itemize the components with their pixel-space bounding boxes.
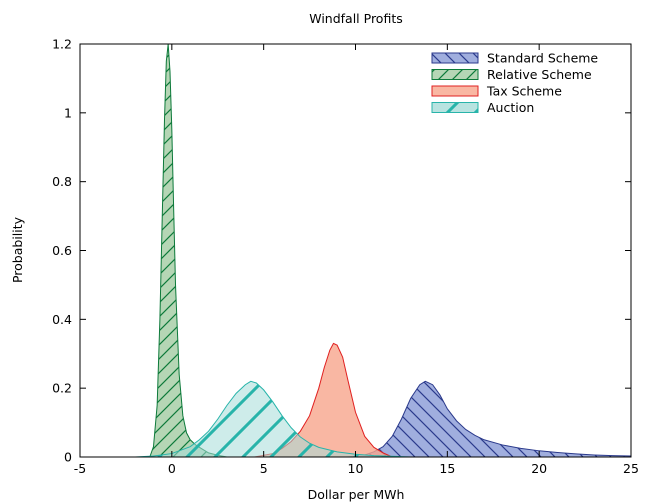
chart-title: Windfall Profits bbox=[309, 11, 403, 26]
y-tick-label: 1 bbox=[64, 105, 72, 120]
area-tax-scheme-fill bbox=[254, 343, 393, 457]
x-tick-label: 20 bbox=[531, 461, 547, 476]
x-tick-label: -5 bbox=[74, 461, 86, 476]
legend-swatch-hatch bbox=[432, 53, 478, 63]
series-relative-scheme bbox=[149, 43, 228, 458]
legend-label: Standard Scheme bbox=[487, 51, 598, 66]
y-tick-label: 0 bbox=[64, 450, 72, 465]
legend-swatch-fill bbox=[432, 86, 478, 96]
area-relative-scheme-hatch bbox=[149, 44, 227, 457]
legend-swatch-outline bbox=[431, 52, 479, 64]
legend-swatch-outline bbox=[431, 102, 479, 113]
legend-item-relative-scheme: Relative Scheme bbox=[431, 67, 592, 82]
series-layer bbox=[135, 43, 632, 458]
legend-label: Auction bbox=[487, 100, 534, 115]
y-tick-label: 0.8 bbox=[52, 174, 72, 189]
legend-swatch-hatch bbox=[432, 69, 478, 80]
area-auction-hatch bbox=[135, 381, 411, 457]
x-tick-label: 25 bbox=[623, 461, 639, 476]
legend-item-auction: Auction bbox=[431, 100, 534, 115]
y-tick-label: 0.6 bbox=[52, 243, 72, 258]
y-tick-label: 0.2 bbox=[52, 381, 72, 396]
legend-item-standard-scheme: Standard Scheme bbox=[431, 51, 598, 66]
area-standard-scheme-outline bbox=[346, 380, 632, 458]
legend-swatch-outline bbox=[431, 69, 479, 80]
legend-label: Tax Scheme bbox=[486, 84, 562, 99]
legend-swatch-outline bbox=[431, 85, 479, 97]
area-standard-scheme-hatch bbox=[346, 381, 631, 457]
y-tick-label: 1.2 bbox=[52, 37, 72, 52]
x-tick-label: 15 bbox=[439, 461, 455, 476]
legend-label: Relative Scheme bbox=[487, 67, 592, 82]
y-axis-ticks: 0 0.2 0.4 0.6 0.8 1 1.2 bbox=[52, 37, 631, 465]
series-standard-scheme bbox=[346, 380, 632, 458]
x-tick-label: 10 bbox=[348, 461, 364, 476]
legend-swatch-hatch bbox=[432, 102, 478, 113]
x-axis-ticks: -5 0 5 10 15 20 25 bbox=[74, 44, 639, 476]
x-tick-label: 0 bbox=[168, 461, 176, 476]
x-axis-label: Dollar per MWh bbox=[308, 487, 405, 502]
legend-item-tax-scheme: Tax Scheme bbox=[431, 84, 562, 99]
y-tick-label: 0.4 bbox=[52, 312, 72, 327]
y-axis-label: Probability bbox=[10, 216, 25, 283]
x-tick-label: 5 bbox=[260, 461, 268, 476]
